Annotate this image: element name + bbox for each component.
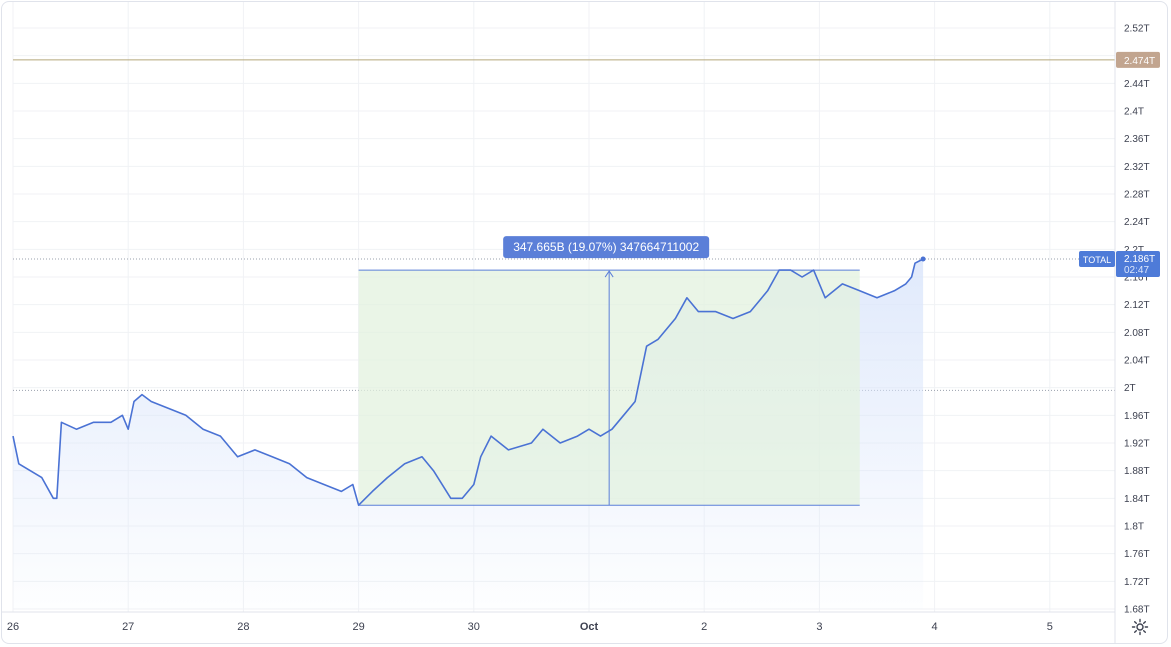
y-tick-label: 2.16T: [1124, 273, 1150, 284]
x-tick-label: 30: [468, 621, 480, 633]
settings-button[interactable]: [1130, 617, 1150, 637]
measure-label-bg: [503, 236, 710, 259]
time-axis[interactable]: 26 27 28 29 30 Oct 2 3 4 5: [7, 621, 1053, 633]
y-tick-label: 2.28T: [1124, 190, 1150, 201]
plot-area: [12, 59, 1115, 609]
y-tick-label: 2.4T: [1124, 107, 1144, 118]
x-tick-label: 28: [237, 621, 249, 633]
y-tick-label: 1.8T: [1124, 522, 1144, 533]
y-tick-label: 2.24T: [1124, 217, 1150, 228]
alert-price-tag[interactable]: [1116, 51, 1160, 68]
y-tick-label: 1.96T: [1124, 411, 1150, 422]
price-axis[interactable]: 1.68T 1.72T 1.76T 1.8T 1.84T 1.88T 1.92T 1.96T 2…: [1124, 24, 1150, 616]
y-tick-label: 1.92T: [1124, 439, 1150, 450]
y-tick-label: 2.44T: [1124, 79, 1150, 90]
series-line[interactable]: [12, 258, 924, 506]
x-tick-label: 3: [816, 621, 822, 633]
y-tick-label: 2.08T: [1124, 328, 1150, 339]
y-tick-label: 1.68T: [1124, 605, 1150, 616]
y-tick-label: 2.12T: [1124, 300, 1150, 311]
measure-arrow-head: [604, 270, 614, 278]
y-tick-label: 1.76T: [1124, 549, 1150, 560]
last-price-value: 2.186T: [1124, 254, 1155, 265]
x-tick-label: Oct: [580, 621, 599, 633]
y-tick-label: 2.36T: [1124, 134, 1150, 145]
y-tick-label: 2T: [1124, 383, 1136, 394]
series-name-label: TOTAL: [1083, 255, 1111, 265]
x-tick-label: 29: [352, 621, 364, 633]
y-tick-label: 2.52T: [1124, 24, 1150, 35]
y-tick-label: 1.88T: [1124, 466, 1150, 477]
y-tick-label: 2.04T: [1124, 356, 1150, 367]
series-name-tag: [1079, 251, 1115, 268]
x-tick-label: 4: [932, 621, 938, 633]
last-point-marker: [920, 256, 926, 262]
x-tick-label: 2: [701, 621, 707, 633]
bar-countdown: 02:47: [1124, 265, 1149, 276]
x-tick-label: 5: [1047, 621, 1053, 633]
overlay: 347.665B (19.07%) 347664711002 2.474T TOTA…: [503, 51, 1160, 278]
y-tick-label: 2.2T: [1124, 245, 1144, 256]
y-tick-label: 1.84T: [1124, 494, 1150, 505]
y-tick-label: 2.32T: [1124, 162, 1150, 173]
alert-price-label: 2.474T: [1124, 56, 1155, 67]
y-tick-label: 1.72T: [1124, 577, 1150, 588]
measure-label: 347.665B (19.07%) 347664711002: [513, 240, 699, 254]
x-tick-label: 27: [122, 621, 134, 633]
last-price-tag: [1116, 251, 1160, 278]
x-tick-label: 26: [7, 621, 19, 633]
gear-icon: [1131, 618, 1149, 636]
